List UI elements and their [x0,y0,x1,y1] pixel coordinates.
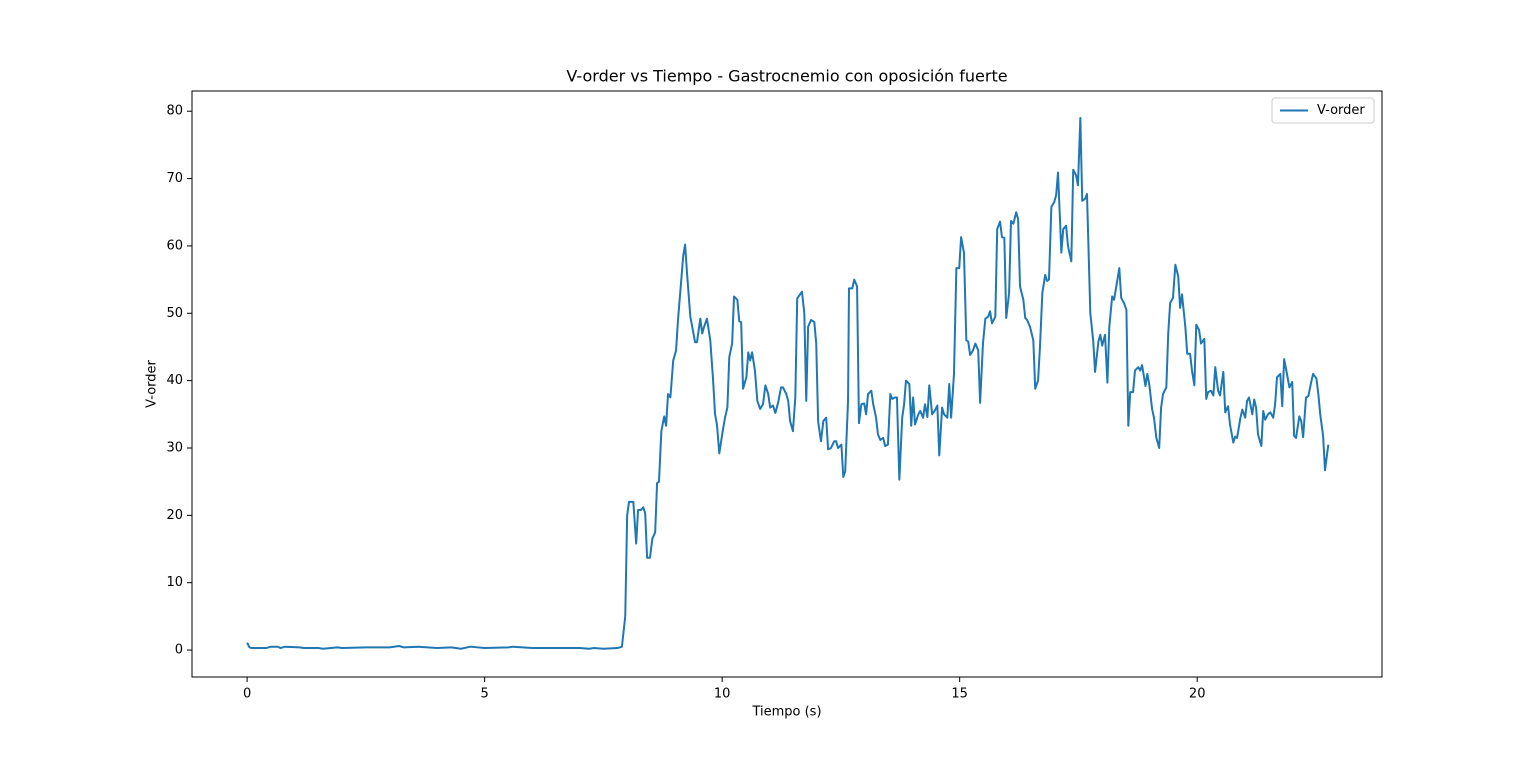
x-tick-label: 15 [951,687,968,702]
x-tick-label: 0 [243,687,251,702]
y-tick-label: 10 [166,575,183,590]
y-axis-label: V-order [145,359,160,407]
y-tick-label: 20 [166,508,183,523]
y-tick-label: 40 [166,373,183,388]
x-axis-label: Tiempo (s) [751,705,821,720]
y-tick-label: 30 [166,440,183,455]
x-tick-label: 5 [480,687,488,702]
y-tick-label: 70 [166,171,183,186]
x-tick-label: 10 [714,687,731,702]
y-tick-label: 60 [166,238,183,253]
plot-frame [191,90,1383,678]
y-tick-label: 50 [166,306,183,321]
x-tick-label: 20 [1189,687,1206,702]
legend-box [1271,97,1375,124]
data-line [246,116,1330,650]
y-tick-label: 80 [166,104,183,119]
chart-title: V-order vs Tiempo - Gastrocnemio con opo… [566,67,1007,86]
legend-label: V-order [1317,103,1365,118]
y-tick-label: 0 [175,643,183,658]
